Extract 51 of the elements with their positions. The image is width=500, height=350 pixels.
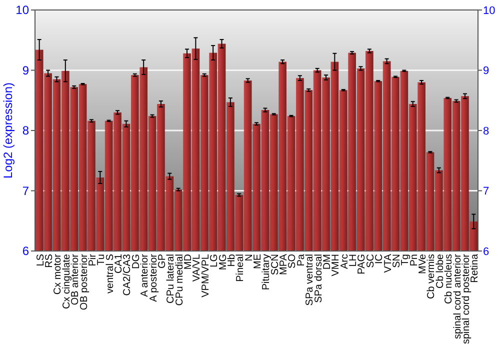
- y2-tick-label: 7: [483, 186, 490, 198]
- y2-tick-label: 10: [483, 4, 496, 17]
- x-tick-label: Pa: [296, 254, 307, 266]
- x-tick-label: LG: [209, 254, 220, 268]
- y-tick-label: 10: [16, 3, 30, 18]
- x-tick-label: OB anterior: [70, 253, 82, 306]
- y2-tick-label: 6: [483, 246, 490, 258]
- x-tick-label: Pituitary: [261, 254, 272, 290]
- y-tick-label: 6: [22, 244, 30, 258]
- x-tick-label: ventral S: [104, 254, 116, 294]
- x-tick-label: Hb: [226, 254, 238, 267]
- x-tick-label: OB posterior: [78, 253, 90, 310]
- y2-tick-label: 9: [483, 65, 490, 78]
- x-tick-label: DM: [322, 254, 333, 270]
- x-tick-label: N: [244, 254, 255, 262]
- x-tick-label: Cx cingulate: [61, 254, 72, 310]
- x-tick-label: Arc: [339, 254, 350, 269]
- x-tick-label: Cb nucleus: [444, 254, 455, 304]
- x-tick-label: SPa dorsal: [313, 254, 324, 303]
- x-tick-label: SCN: [270, 254, 281, 276]
- x-tick-label: Pir: [87, 253, 98, 266]
- x-tick-label: Retina: [470, 254, 481, 283]
- x-tick-label: A posterior: [148, 253, 160, 302]
- x-tick-label: PAG: [356, 254, 368, 274]
- x-tick-label: ME: [252, 254, 264, 269]
- y-tick-label: 9: [22, 63, 30, 78]
- x-tick-label: DG: [130, 254, 142, 269]
- x-tick-label: Pineal: [235, 254, 246, 282]
- x-tick-label: Pn: [408, 254, 420, 266]
- y-tick-label: 7: [22, 184, 30, 198]
- y-axis-title: Log2 (expression): [1, 82, 15, 179]
- x-tick-label: IC: [374, 254, 386, 264]
- x-tick-label: spinal cord anterior: [452, 253, 464, 340]
- x-tick-label: SC: [365, 254, 376, 268]
- y-tick-label: 8: [22, 124, 30, 138]
- x-tick-label: CPu medial: [174, 254, 186, 306]
- x-tick-label: GP: [156, 254, 168, 268]
- x-tick-label: SO: [287, 254, 298, 268]
- x-tick-label: RS: [44, 254, 56, 268]
- x-tick-label: Tu: [96, 254, 108, 266]
- x-tick-label: spinal cord posterior: [460, 253, 472, 344]
- x-tick-label: SN: [391, 254, 402, 268]
- x-tick-label: VMH: [330, 254, 342, 276]
- x-tick-label: Tg: [400, 254, 412, 266]
- x-tick-label: CA2/CA3: [122, 254, 134, 296]
- x-tick-label: A anterior: [140, 253, 151, 297]
- y2-tick-label: 8: [483, 125, 490, 138]
- x-tick-label: LS: [35, 254, 46, 266]
- x-tick-label: VTA: [382, 254, 394, 273]
- x-tick-label: Cb lobe: [434, 254, 446, 288]
- x-tick-label: VPM/VPL: [200, 254, 212, 298]
